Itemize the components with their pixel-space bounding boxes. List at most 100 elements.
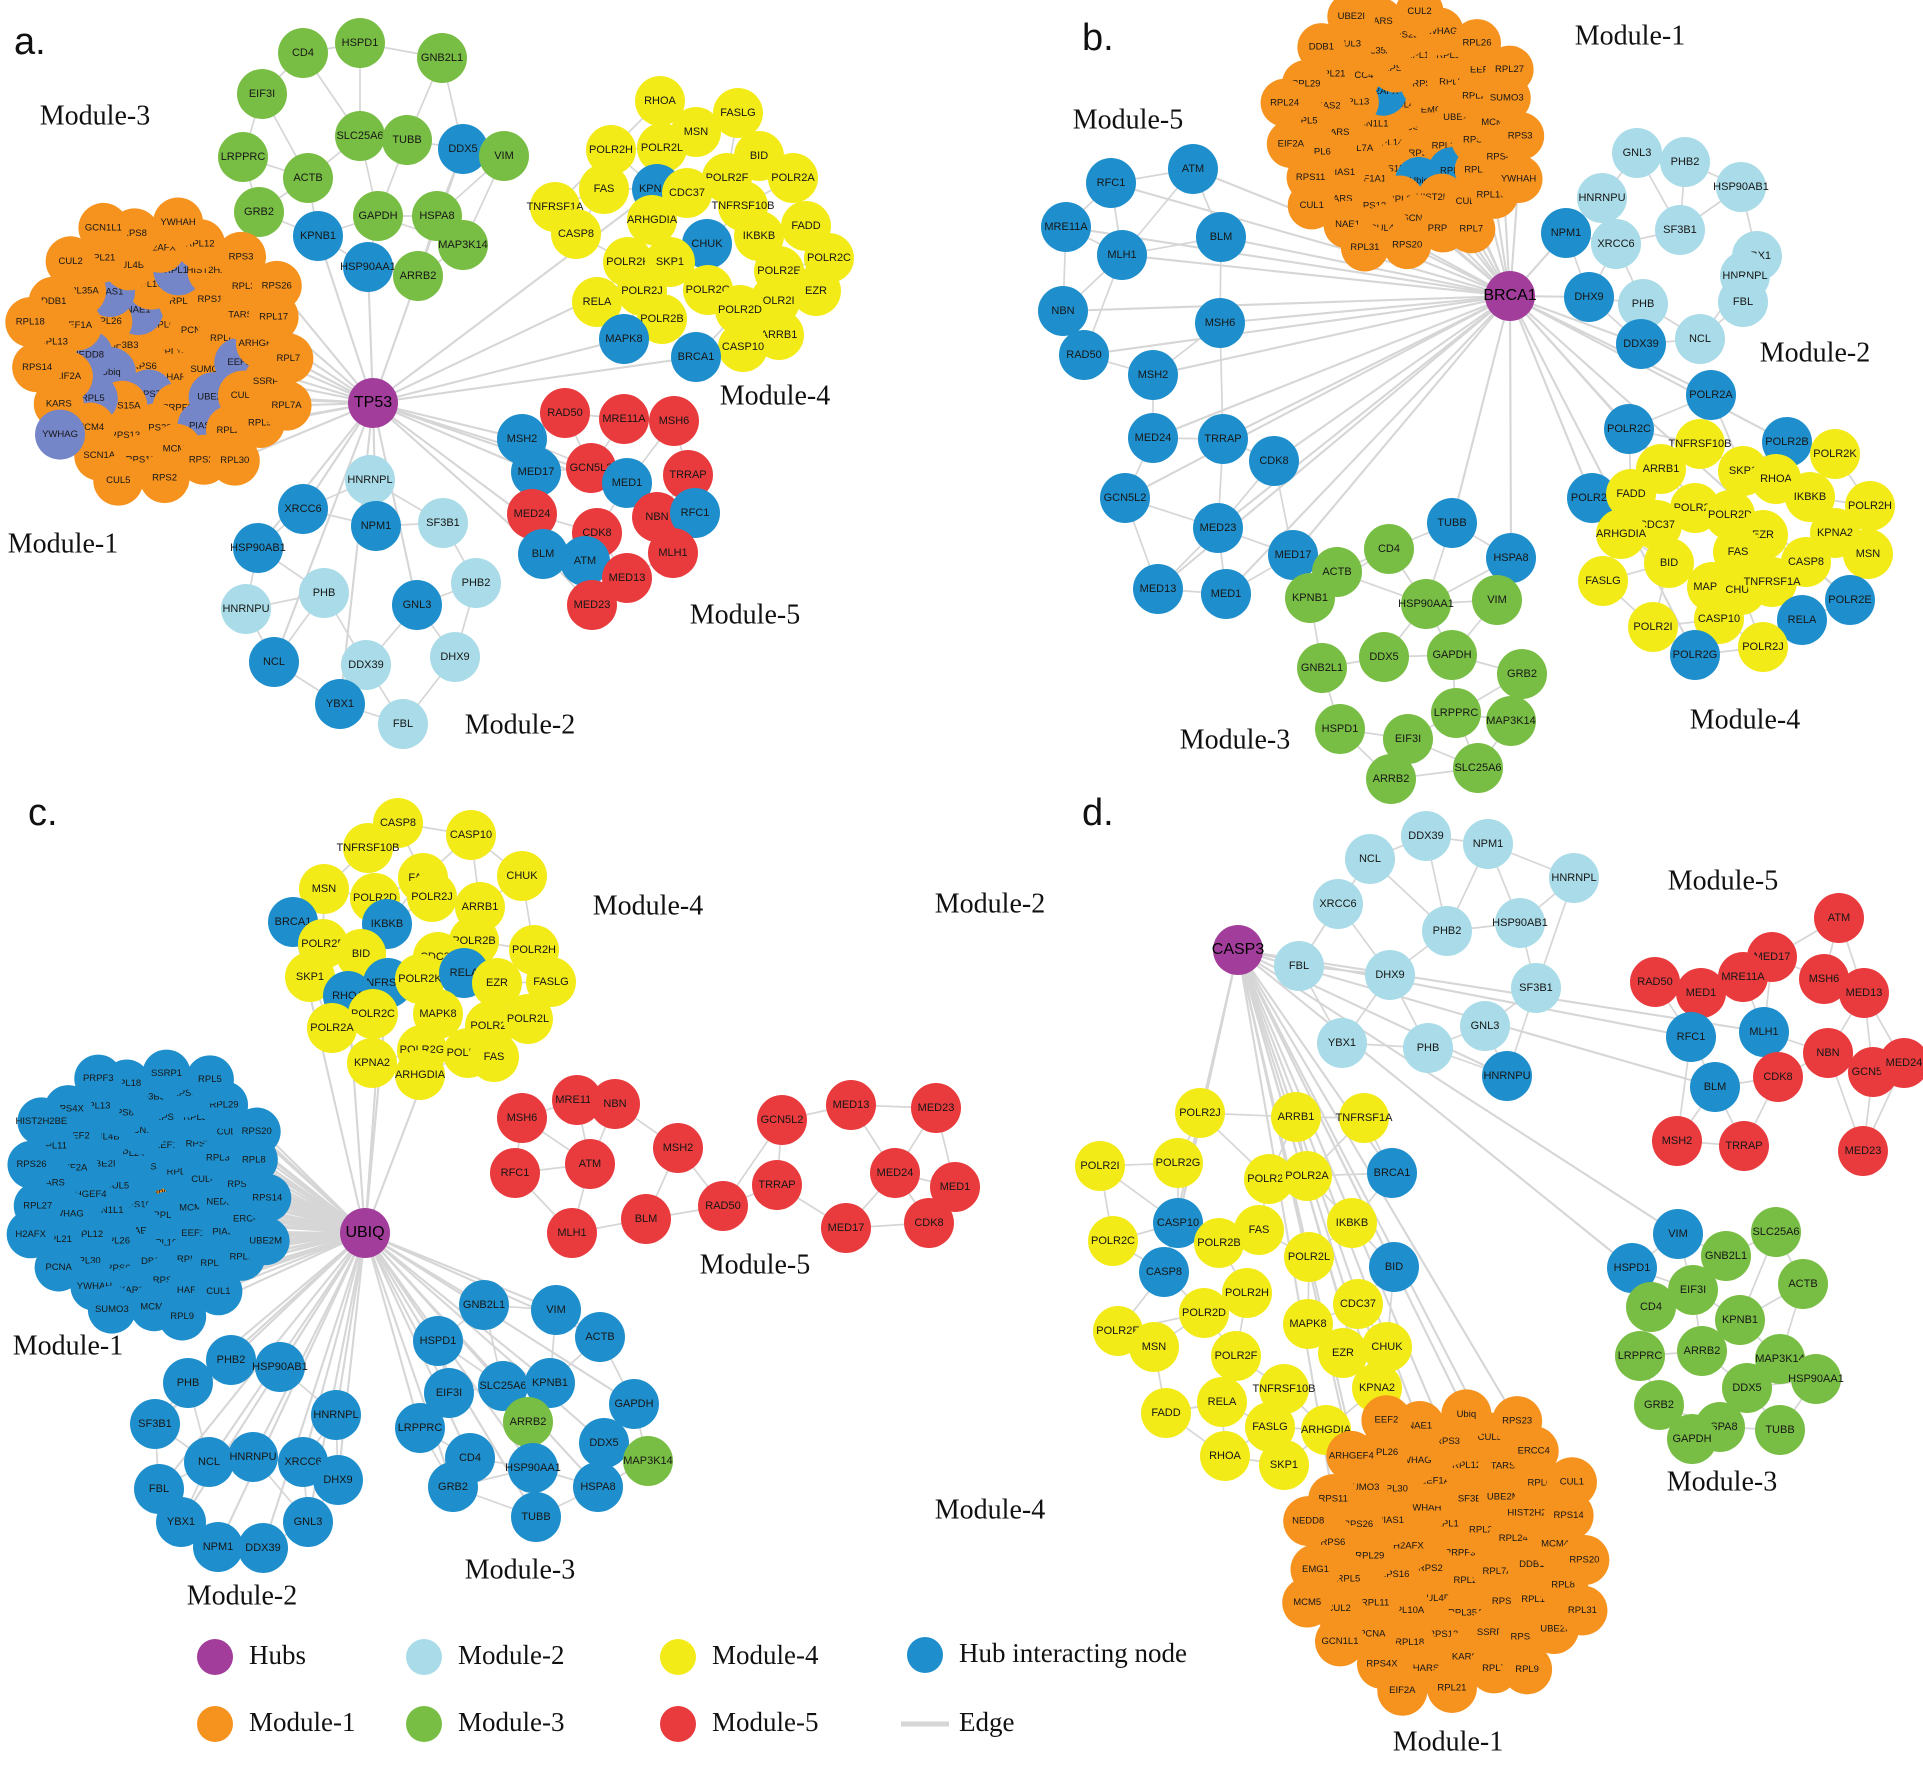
node-RPL18[interactable]: RPL18	[5, 297, 56, 348]
node-TRRAP[interactable]: TRRAP	[752, 1160, 802, 1210]
node-POLR2A[interactable]: POLR2A	[307, 1003, 357, 1053]
node-GRB2[interactable]: GRB2	[234, 187, 284, 237]
node-POLR2A[interactable]: POLR2A	[1686, 370, 1736, 420]
node-MED23[interactable]: MED23	[911, 1083, 961, 1133]
node-MCM5[interactable]: MCM5	[1282, 1577, 1333, 1628]
node-GNL3[interactable]: GNL3	[1612, 128, 1662, 178]
node-LRPPRC[interactable]: LRPPRC	[395, 1403, 445, 1453]
node-FBL[interactable]: FBL	[1274, 941, 1324, 991]
node-CUL5[interactable]: CUL5	[93, 455, 144, 506]
node-MSH2[interactable]: MSH2	[1128, 350, 1178, 400]
node-ACTB[interactable]: ACTB	[283, 153, 333, 203]
node-MSH6[interactable]: MSH6	[1195, 298, 1245, 348]
node-BLM[interactable]: BLM	[1690, 1062, 1740, 1112]
node-CUL1[interactable]: CUL1	[1546, 1457, 1597, 1508]
node-RPS3[interactable]: RPS3	[1496, 111, 1545, 160]
node-TUBB[interactable]: TUBB	[382, 115, 432, 165]
node-RPL7A[interactable]: RPL7A	[261, 380, 312, 431]
node-POLR2J[interactable]: POLR2J	[1738, 622, 1788, 672]
node-MLH1[interactable]: MLH1	[1097, 230, 1147, 280]
node-BRCA1[interactable]: BRCA1	[671, 332, 721, 382]
node-BLM[interactable]: BLM	[621, 1194, 671, 1244]
node-NCL[interactable]: NCL	[249, 637, 299, 687]
node-ATM[interactable]: ATM	[565, 1139, 615, 1189]
node-HNRNPU[interactable]: HNRNPU	[228, 1432, 278, 1482]
node-HSPD1[interactable]: HSPD1	[1315, 704, 1365, 754]
node-MLH1[interactable]: MLH1	[547, 1208, 597, 1258]
node-RPL30[interactable]: RPL30	[209, 435, 260, 486]
node-FBL[interactable]: FBL	[378, 699, 428, 749]
node-DDX5[interactable]: DDX5	[1359, 632, 1409, 682]
node-POLR2A[interactable]: POLR2A	[1282, 1151, 1332, 1201]
node-LRPPRC[interactable]: LRPPRC	[1431, 688, 1481, 738]
node-GRB2[interactable]: GRB2	[428, 1462, 478, 1512]
node-MSN[interactable]: MSN	[1129, 1322, 1179, 1372]
node-FASLG[interactable]: FASLG	[1578, 556, 1628, 606]
node-MRE11A[interactable]: MRE11A	[1041, 202, 1091, 252]
node-POLR2H[interactable]: POLR2H	[1222, 1268, 1272, 1318]
node-HSPA8[interactable]: HSPA8	[573, 1462, 623, 1512]
node-RPL21[interactable]: RPL21	[1426, 1662, 1477, 1713]
node-RPS23[interactable]: RPS23	[1492, 1396, 1543, 1447]
node-MSH6[interactable]: MSH6	[649, 396, 699, 446]
node-DHX9[interactable]: DHX9	[1564, 272, 1614, 322]
node-MED13[interactable]: MED13	[826, 1080, 876, 1130]
node-MSH2[interactable]: MSH2	[1652, 1116, 1702, 1166]
node-CDK8[interactable]: CDK8	[1753, 1052, 1803, 1102]
node-HSP90AA1[interactable]: HSP90AA1	[505, 1443, 561, 1493]
node-RHOA[interactable]: RHOA	[1200, 1431, 1250, 1481]
node-XRCC6[interactable]: XRCC6	[1591, 219, 1641, 269]
node-VIM[interactable]: VIM	[479, 131, 529, 181]
node-NPM1[interactable]: NPM1	[351, 501, 401, 551]
node-GAPDH[interactable]: GAPDH	[353, 191, 403, 241]
node-MRE11A[interactable]: MRE11A	[599, 394, 649, 444]
node-LRPPRC[interactable]: LRPPRC	[1615, 1331, 1665, 1381]
node-PHB[interactable]: PHB	[1403, 1023, 1453, 1073]
hub-UBIQ[interactable]: UBIQ	[340, 1208, 390, 1258]
node-GAPDH[interactable]: GAPDH	[1427, 630, 1477, 680]
node-LRPPRC[interactable]: LRPPRC	[218, 132, 268, 182]
node-UBE2M[interactable]: UBE2M	[241, 1217, 290, 1266]
node-GNL3[interactable]: GNL3	[1460, 1001, 1510, 1051]
node-CD4[interactable]: CD4	[1626, 1282, 1676, 1332]
node-HNRNPL[interactable]: HNRNPL	[1549, 853, 1599, 903]
hub-TP53[interactable]: TP53	[348, 378, 398, 428]
node-NBN[interactable]: NBN	[1803, 1028, 1853, 1078]
node-NEDD8[interactable]: NEDD8	[1283, 1496, 1334, 1547]
node-CDK8[interactable]: CDK8	[1249, 436, 1299, 486]
node-POLR2D[interactable]: POLR2D	[1179, 1288, 1229, 1338]
node-POLR2L[interactable]: POLR2L	[503, 994, 553, 1044]
node-POLR2G[interactable]: POLR2G	[1153, 1138, 1203, 1188]
node-SLC25A6[interactable]: SLC25A6	[1453, 743, 1503, 793]
node-HSPD1[interactable]: HSPD1	[413, 1316, 463, 1366]
node-VIM[interactable]: VIM	[1472, 575, 1522, 625]
node-POLR2E[interactable]: POLR2E	[1825, 575, 1875, 625]
node-RELA[interactable]: RELA	[1197, 1377, 1247, 1427]
node-RPS26[interactable]: RPS26	[251, 260, 302, 311]
node-POLR2J[interactable]: POLR2J	[407, 872, 457, 922]
node-HSP90AB1[interactable]: HSP90AB1	[1492, 898, 1548, 948]
node-RPS20[interactable]: RPS20	[232, 1107, 281, 1156]
node-RPL31[interactable]: RPL31	[1557, 1585, 1608, 1636]
node-NBN[interactable]: NBN	[590, 1079, 640, 1129]
node-MED1[interactable]: MED1	[1201, 569, 1251, 619]
node-RFC1[interactable]: RFC1	[1086, 158, 1136, 208]
node-H2AFX[interactable]: H2AFX	[6, 1210, 55, 1259]
node-CHUK[interactable]: CHUK	[497, 851, 547, 901]
node-GAPDH[interactable]: GAPDH	[1667, 1414, 1717, 1464]
node-MLH1[interactable]: MLH1	[648, 528, 698, 578]
node-KPNB1[interactable]: KPNB1	[1285, 573, 1335, 623]
node-GNB2L1[interactable]: GNB2L1	[459, 1280, 509, 1330]
node-ACTB[interactable]: ACTB	[1778, 1259, 1828, 1309]
node-ARHGEF4[interactable]: ARHGEF4	[1326, 1430, 1377, 1481]
node-HSPD1[interactable]: HSPD1	[335, 18, 385, 68]
node-CDC37[interactable]: CDC37	[1333, 1279, 1383, 1329]
node-GNL3[interactable]: GNL3	[283, 1497, 333, 1547]
node-RPL9[interactable]: RPL9	[1502, 1644, 1553, 1695]
node-MED13[interactable]: MED13	[1133, 564, 1183, 614]
node-HSP90AA1[interactable]: HSP90AA1	[1398, 579, 1454, 629]
node-RAD50[interactable]: RAD50	[698, 1181, 748, 1231]
node-MED24[interactable]: MED24	[1128, 413, 1178, 463]
node-RPL5[interactable]: RPL5	[185, 1055, 234, 1104]
node-NPM1[interactable]: NPM1	[1463, 819, 1513, 869]
